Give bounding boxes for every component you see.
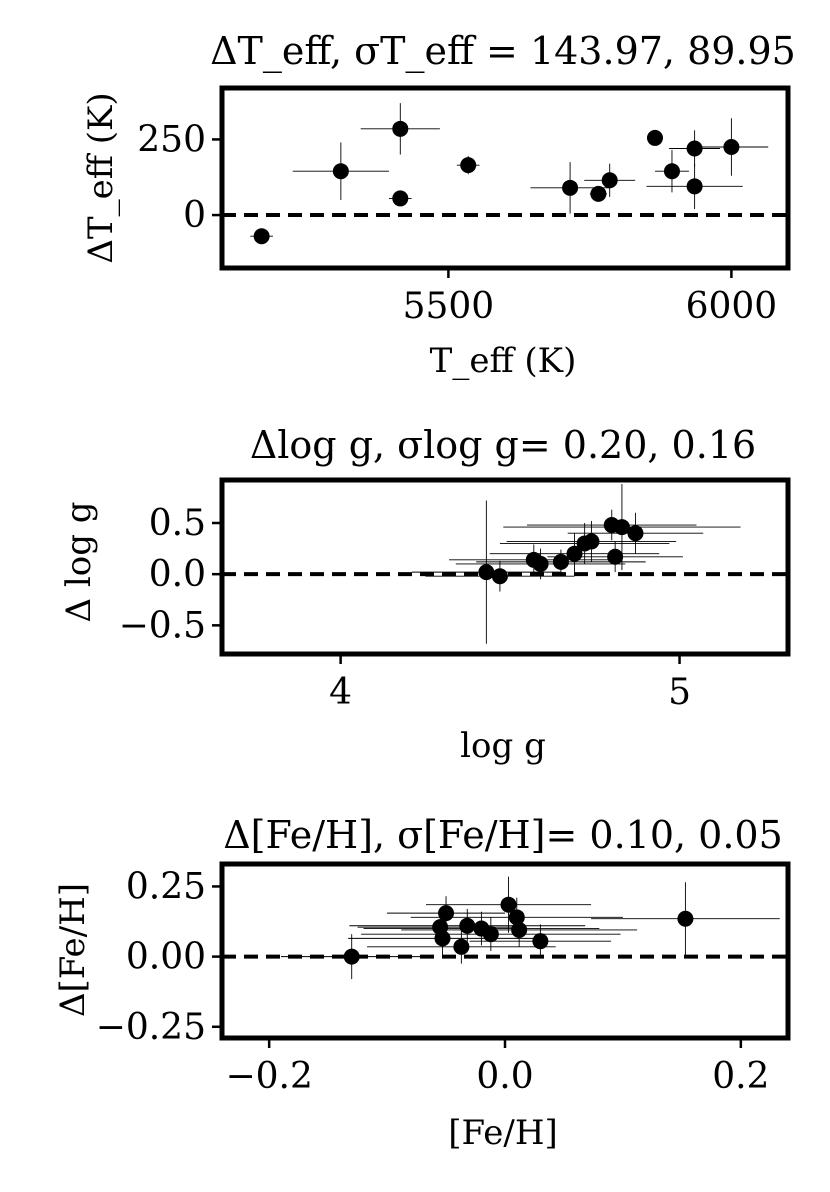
panel-logg: Δlog g, σlog g= 0.20, 0.16 4 5−0.50.00.5 …: [59, 423, 791, 766]
panel-logg-ytick-label-2: 0.5: [149, 503, 206, 544]
panel-logg-point-7: [583, 533, 600, 550]
panel-teff-point-3: [392, 190, 409, 207]
panel-teff-point-5: [562, 179, 579, 196]
panel-feh-marks: [222, 876, 788, 980]
panel-logg-ytick-label-0: −0.5: [119, 605, 206, 646]
panel-logg-xlabel: log g: [460, 726, 546, 766]
panel-logg-point-4: [552, 553, 569, 570]
panel-logg-xtick-label-0: 4: [329, 672, 352, 713]
panel-feh-xtick-label-1: 0.0: [476, 1056, 533, 1097]
panel-feh-point-11: [532, 933, 549, 950]
panel-feh-point-9: [508, 909, 525, 926]
panel-logg-frame: [219, 477, 791, 657]
panel-teff-xtick-label-0: 5500: [403, 286, 495, 327]
panel-teff-marks: [222, 103, 788, 245]
panel-teff-ytick-label-1: 250: [137, 119, 206, 160]
panel-feh-ticks: −0.2 0.0 0.2 −0.25 0.00 0.25: [96, 866, 770, 1097]
panel-teff-xtick-label-1: 6000: [686, 286, 778, 327]
panel-feh-ylabel: Δ[Fe/H]: [53, 883, 93, 1017]
panel-feh-ytick-label-2: 0.25: [126, 866, 206, 907]
panel-teff-ylabel: ΔT_eff (K): [81, 92, 121, 263]
panel-logg-ticks: 4 5 −0.5 0.0 0.5: [119, 503, 691, 713]
panel-feh-point-4: [453, 938, 470, 955]
panel-logg-point-9: [607, 548, 624, 565]
panel-feh-point-3: [438, 905, 455, 922]
panel-teff-point-4: [460, 157, 477, 174]
panel-feh: Δ[Fe/H], σ[Fe/H]= 0.10, 0.05 −0.2 0.0 0.2−…: [53, 813, 791, 1153]
panel-feh-title: Δ[Fe/H], σ[Fe/H]= 0.10, 0.05: [223, 813, 783, 857]
panel-logg-title: Δlog g, σlog g= 0.20, 0.16: [250, 423, 756, 467]
panel-teff-point-9: [663, 163, 680, 180]
panel-logg-point-3: [532, 555, 549, 572]
panel-logg-point-0: [478, 564, 495, 581]
panel-logg-point-1: [491, 568, 508, 585]
panel-logg-marks: [222, 484, 788, 644]
panel-teff-point-1: [332, 163, 349, 180]
panel-teff-point-6: [590, 185, 607, 202]
panel-feh-point-0: [343, 948, 360, 965]
panel-logg-ylabel: Δ log g: [59, 501, 99, 622]
panel-feh-frame: [219, 861, 791, 1041]
panel-teff: ΔT_eff, σT_eff = 143.97, 89.95 5500 6000 0…: [81, 29, 796, 381]
panel-feh-point-10: [511, 921, 528, 938]
panel-feh-point-12: [677, 910, 694, 927]
panel-feh-xtick-label-0: −0.2: [225, 1056, 312, 1097]
panel-teff-xlabel: T_eff (K): [430, 341, 577, 381]
panel-logg-point-10: [613, 519, 630, 536]
panel-feh-ytick-label-1: 0.00: [126, 937, 206, 978]
panel-feh-point-5: [459, 917, 476, 934]
panel-teff-ticks: 5500 6000 0 250: [137, 119, 777, 327]
panel-teff-frame: [219, 85, 791, 271]
panel-feh-xlabel: [Fe/H]: [448, 1113, 558, 1153]
panel-teff-point-7: [601, 172, 618, 189]
panel-feh-point-2: [434, 930, 451, 947]
panel-teff-point-10: [686, 140, 703, 157]
panel-teff-ytick-label-0: 0: [183, 195, 206, 236]
panel-logg-ytick-label-1: 0.0: [149, 554, 206, 595]
panel-feh-point-7: [482, 926, 499, 943]
panel-teff-title: ΔT_eff, σT_eff = 143.97, 89.95: [210, 29, 796, 74]
panel-feh-xtick-label-2: 0.2: [712, 1056, 769, 1097]
panel-logg-point-5: [566, 545, 583, 562]
panel-teff-point-8: [646, 129, 663, 146]
panel-teff-point-0: [253, 228, 270, 245]
panel-feh-point-8: [500, 896, 517, 913]
panel-feh-ytick-label-0: −0.25: [96, 1007, 206, 1048]
panel-teff-point-11: [686, 178, 703, 195]
panel-teff-point-2: [392, 120, 409, 137]
panel-logg-point-11: [627, 525, 644, 542]
panel-logg-xtick-label-1: 5: [668, 672, 691, 713]
panel-teff-point-12: [723, 138, 740, 155]
